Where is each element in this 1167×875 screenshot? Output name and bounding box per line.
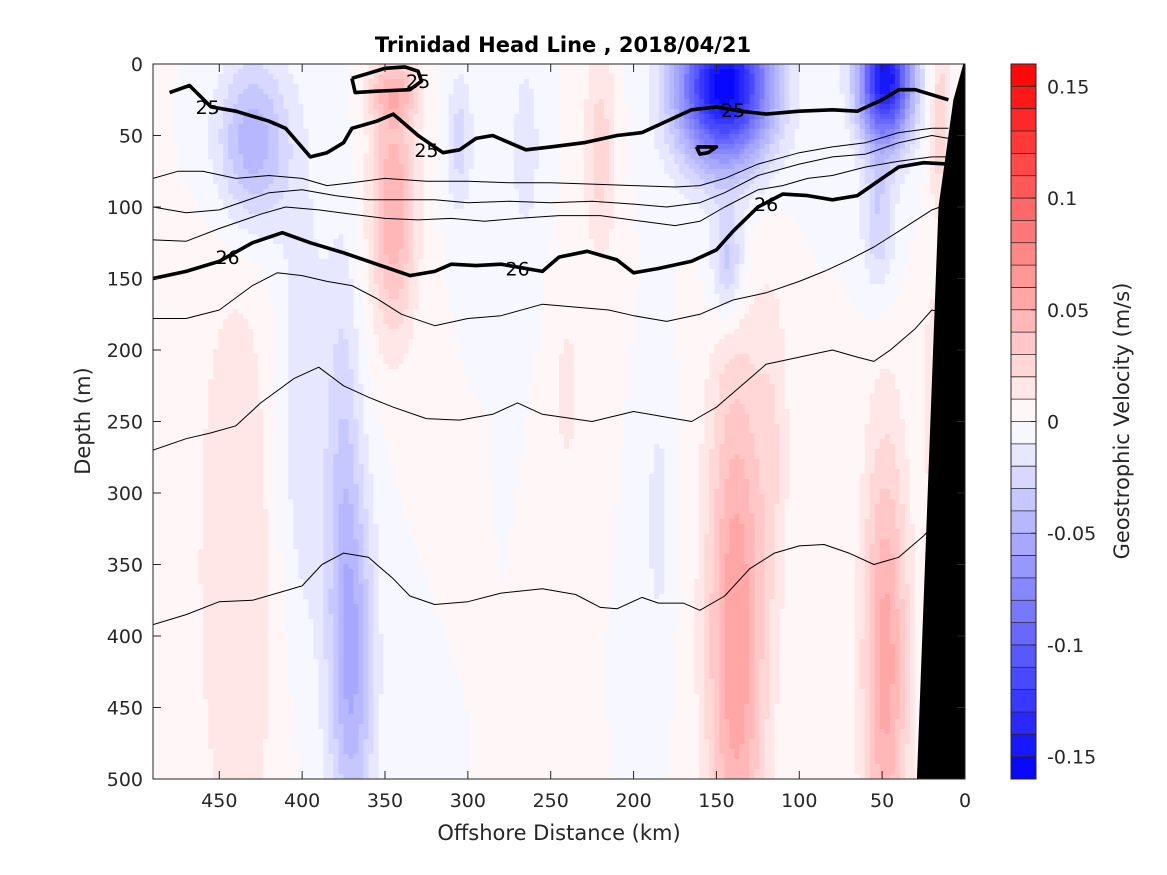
y-tick-label: 400 [107,626,143,648]
contour-label: 26 [215,247,239,269]
x-tick-label: 50 [870,790,894,812]
y-tick-label: 50 [119,126,143,148]
colorbar-cell [1011,265,1036,288]
x-tick-label: 200 [615,790,651,812]
colorbar-cell [1011,711,1036,735]
density-contour-2 [350,65,424,95]
density-contour-8 [153,203,949,327]
colorbar-cell [1011,644,1036,668]
y-axis-label: Depth (m) [71,367,95,474]
colorbar-cell [1011,242,1036,266]
contour-label: 25 [196,97,220,119]
density-contour-7 [153,160,949,281]
y-axis: 0 50 100 150 200 250 300 350 400 450 500 [107,54,965,791]
colorbar-cell [1011,555,1036,578]
colorbar-cell [1011,510,1036,534]
colorbar-cell [1011,600,1036,623]
contour-label: 26 [754,194,778,216]
colorbar-cell [1011,443,1036,467]
plot-area: 25 25 25 25 26 26 26 [152,63,966,780]
colorbar-ticks: 0.15 0.1 0.05 0 -0.05 -0.1 -0.15 [1031,76,1096,769]
colorbar-cell [1011,131,1036,154]
contour-label: 26 [505,258,529,280]
colorbar-tick-label: -0.05 [1047,523,1096,545]
colorbar-cell [1011,421,1036,444]
colorbar-cell [1011,376,1036,400]
colorbar-cell [1011,689,1036,712]
colorbar-cell [1011,332,1036,355]
y-tick-label: 200 [107,340,143,362]
colorbar-cell [1011,488,1036,511]
colorbar-cell [1011,287,1036,310]
colorbar-cell [1011,466,1036,489]
colorbar-cell [1011,64,1036,87]
x-tick-label: 400 [284,790,320,812]
colorbar-cell [1011,533,1036,556]
colorbar-tick-label: 0.05 [1047,300,1089,322]
colorbar-cell [1011,399,1036,422]
colorbar: 0.15 0.1 0.05 0 -0.05 -0.1 -0.15 Geostrophic V… [1010,63,1134,780]
x-tick-label: 250 [533,790,569,812]
density-contour-5 [153,135,949,214]
colorbar-cell [1011,354,1036,377]
density-contour-9 [153,309,949,451]
contour-label: 25 [406,71,430,93]
density-contour-3 [694,145,719,156]
y-tick-label: 300 [107,483,143,505]
colorbar-cell [1011,577,1036,601]
colorbar-label: Geostrophic Velocity (m/s) [1110,283,1134,560]
colorbar-tick-label: -0.1 [1047,635,1084,657]
density-contour-4 [153,127,949,188]
contour-label: 25 [721,100,745,122]
x-axis: 450 400 350 300 250 200 150 100 50 0 [201,64,971,812]
colorbar-cell [1011,667,1036,690]
density-contour-6 [153,156,949,242]
colorbar-tick-label: 0.15 [1047,76,1089,98]
x-tick-label: 350 [367,790,403,812]
y-tick-label: 450 [107,698,143,720]
chart-title: Trinidad Head Line , 2018/04/21 [375,33,751,57]
colorbar-cell [1011,734,1036,757]
colorbar-cell [1011,108,1036,132]
colorbar-cell [1011,622,1036,645]
x-tick-label: 150 [698,790,734,812]
velocity-field [153,64,965,779]
colorbar-cell [1011,198,1036,221]
contour-labels: 25 25 25 25 26 26 26 [196,71,779,280]
colorbar-tick-label: 0 [1047,412,1059,434]
colorbar-cell [1011,175,1036,199]
colorbar-tick-label: 0.1 [1047,188,1077,210]
y-tick-label: 100 [107,197,143,219]
contour-label: 25 [414,140,438,162]
colorbar-cell [1011,309,1036,333]
colorbar-cell [1011,756,1036,779]
bathymetry-mask [916,64,965,779]
colorbar-cell [1011,86,1036,109]
colorbar-cell [1011,153,1036,176]
x-tick-label: 100 [781,790,817,812]
y-tick-label: 500 [107,769,143,791]
bathymetry-polygon [916,64,965,779]
colorbar-cell [1011,220,1036,243]
y-tick-label: 250 [107,412,143,434]
colorbar-tick-label: -0.15 [1047,747,1096,769]
x-axis-label: Offshore Distance (km) [437,821,680,845]
x-tick-label: 450 [201,790,237,812]
x-tick-label: 0 [959,790,971,812]
density-contour-10 [153,514,957,626]
y-tick-label: 150 [107,269,143,291]
density-contours [153,65,957,626]
y-tick-label: 0 [131,54,143,76]
y-tick-label: 350 [107,555,143,577]
x-tick-label: 300 [450,790,486,812]
density-contour-1 [168,83,949,159]
